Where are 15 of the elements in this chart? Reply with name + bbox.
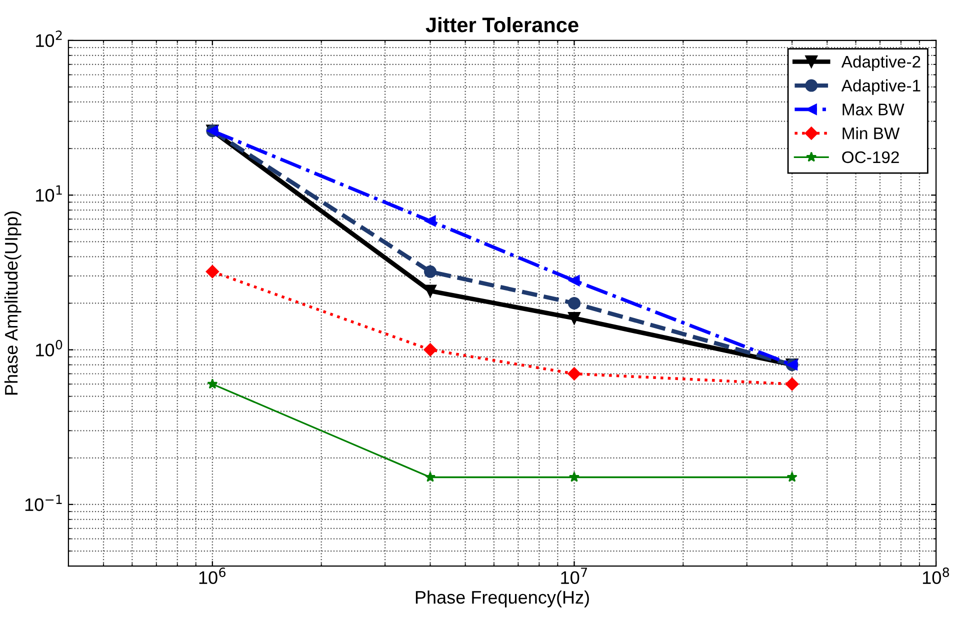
legend-label: OC-192 [842,151,899,164]
legend-label: Adaptive-1 [841,79,920,95]
x-tick-label: 10$^{8}$ [922,568,950,584]
y-tick-label: 10$^{1}$ [36,185,62,202]
y-axis-title: Phase Amplitude(UIpp) [4,212,22,395]
x-tick-label: 10$^{6}$ [199,568,226,584]
legend-label: Adaptive-2 [841,55,920,71]
x-tick-label: 10$^{7}$ [561,568,588,584]
chart-title: Jitter Tolerance [426,17,578,32]
legend-label: Min BW [842,127,900,140]
y-tick-label: 10$^{−1}$ [25,494,62,512]
x-axis-title: Phase Frequency(Hz) [416,590,589,608]
y-tick-label: 10$^{0}$ [36,340,62,356]
legend-label: Max BW [842,104,904,116]
y-tick-label: 10$^{2}$ [36,30,62,48]
